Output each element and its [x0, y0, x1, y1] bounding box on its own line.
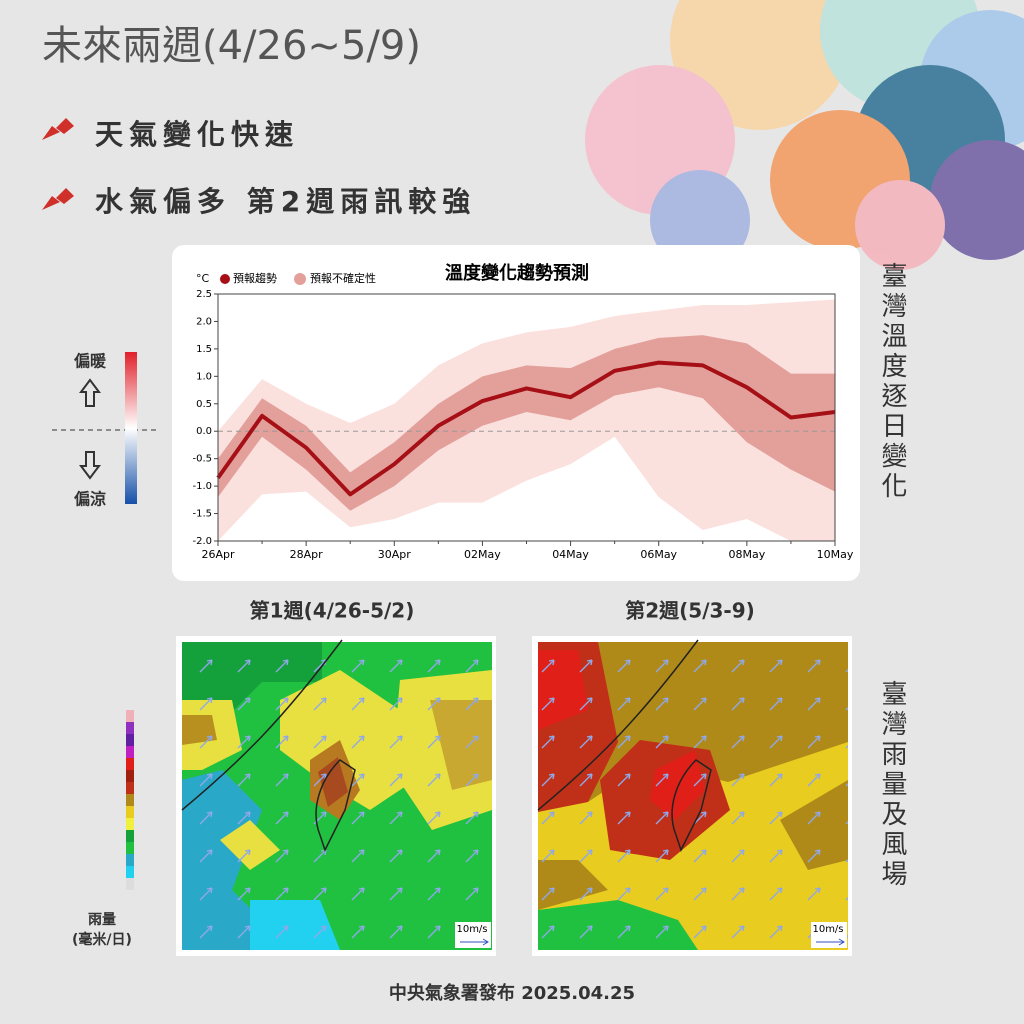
pin-icon: [42, 188, 74, 210]
warm-label: 偏暖: [74, 352, 107, 371]
rain-map: 10m/s: [532, 636, 852, 956]
y-tick-label: 0.5: [196, 399, 212, 410]
rain-map: 10m/s: [176, 636, 496, 956]
x-tick-label: 30Apr: [378, 548, 412, 561]
y-tick-label: 2.0: [196, 316, 212, 327]
color-bar: [125, 352, 137, 504]
legend-marker: [294, 273, 306, 285]
y-tick-label: 1.5: [196, 344, 212, 355]
rain-legend-label: 雨量: [88, 912, 116, 928]
y-tick-label: -0.5: [192, 454, 212, 465]
x-tick-label: 04May: [552, 548, 589, 561]
rain-color-bar: [126, 710, 134, 890]
inner-band: [218, 335, 835, 511]
bullet: 天氣變化快速: [95, 118, 299, 151]
scale-label: 10m/s: [812, 924, 843, 935]
side-title: 臺灣雨量及風場: [877, 680, 907, 890]
y-tick-label: 0.0: [196, 426, 212, 437]
y-unit: °C: [196, 272, 210, 285]
y-tick-label: -2.0: [192, 536, 212, 547]
chart-title: 溫度變化趨勢預測: [445, 262, 589, 284]
x-tick-label: 08May: [728, 548, 765, 561]
legend-marker: [220, 274, 230, 284]
side-title: 臺灣溫度逐日變化: [877, 262, 907, 502]
x-tick-label: 10May: [817, 548, 854, 561]
y-tick-label: -1.5: [192, 509, 212, 520]
x-tick-label: 26Apr: [201, 548, 235, 561]
x-tick-label: 06May: [640, 548, 677, 561]
scale-label: 10m/s: [456, 924, 487, 935]
footer: 中央氣象署發布 2025.04.25: [389, 982, 635, 1004]
pin-icon: [42, 118, 74, 140]
cloud-decoration: [585, 0, 1024, 270]
map-title: 第2週(5/3-9): [625, 599, 755, 623]
legend-label: 預報不確定性: [310, 271, 376, 285]
x-tick-label: 28Apr: [290, 548, 324, 561]
y-tick-label: 2.5: [196, 289, 212, 300]
x-tick-label: 02May: [464, 548, 501, 561]
bullet: 水氣偏多 第2週雨訊較強: [95, 185, 476, 218]
page-title: 未來兩週(4/26~5/9): [42, 23, 421, 69]
y-tick-label: 1.0: [196, 371, 212, 382]
legend-label: 預報趨勢: [233, 271, 277, 285]
temperature-chart: -2.0 -1.5 -1.0 -0.5 0.0 0.5 1.0 1.5 2.0 2.5 26Apr 2…: [192, 262, 853, 561]
trend-line: [216, 360, 836, 497]
down-arrow: [79, 451, 101, 480]
y-tick-label: -1.0: [192, 481, 212, 492]
map-title: 第1週(4/26-5/2): [250, 599, 415, 623]
cool-label: 偏涼: [74, 490, 106, 509]
up-arrow: [79, 378, 101, 407]
rain-legend-unit: (毫米/日): [72, 931, 132, 948]
